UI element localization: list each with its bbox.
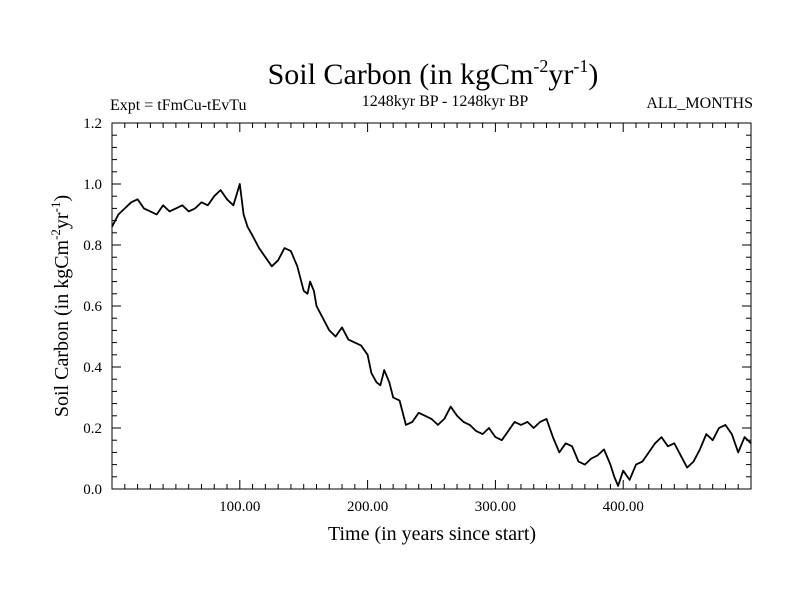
axes: 100.00 200.00 300.00 400.00 0.0 0.2 0.4 0.6 0.8 1… (83, 116, 751, 515)
x-tick-label: 200.00 (347, 499, 388, 515)
x-axis-label: Time (in years since start) (328, 523, 536, 545)
period-label: 1248kyr BP - 1248kyr BP (362, 93, 529, 110)
chart-title: Soil Carbon (in kgCm-2yr-1) (268, 56, 599, 91)
y-tick-label: 1.0 (83, 177, 102, 193)
y-tick-label: 0.8 (83, 238, 102, 254)
x-tick-label: 100.00 (219, 499, 260, 515)
x-tick-label: 300.00 (475, 499, 516, 515)
y-tick-label: 0.4 (83, 360, 102, 376)
series-line-soil-carbon (111, 183, 752, 487)
y-tick-label: 1.2 (83, 116, 102, 132)
y-tick-label: 0.6 (83, 299, 102, 315)
y-tick-label: 0.0 (83, 482, 102, 498)
experiment-label: Expt = tFmCu-tEvTu (110, 97, 246, 114)
y-tick-label: 0.2 (83, 421, 102, 437)
months-label: ALL_MONTHS (646, 95, 753, 112)
y-axis-label: Soil Carbon (in kgCm-2yr-1) (48, 195, 73, 417)
x-tick-label: 400.00 (603, 499, 644, 515)
plot-frame (111, 122, 752, 490)
